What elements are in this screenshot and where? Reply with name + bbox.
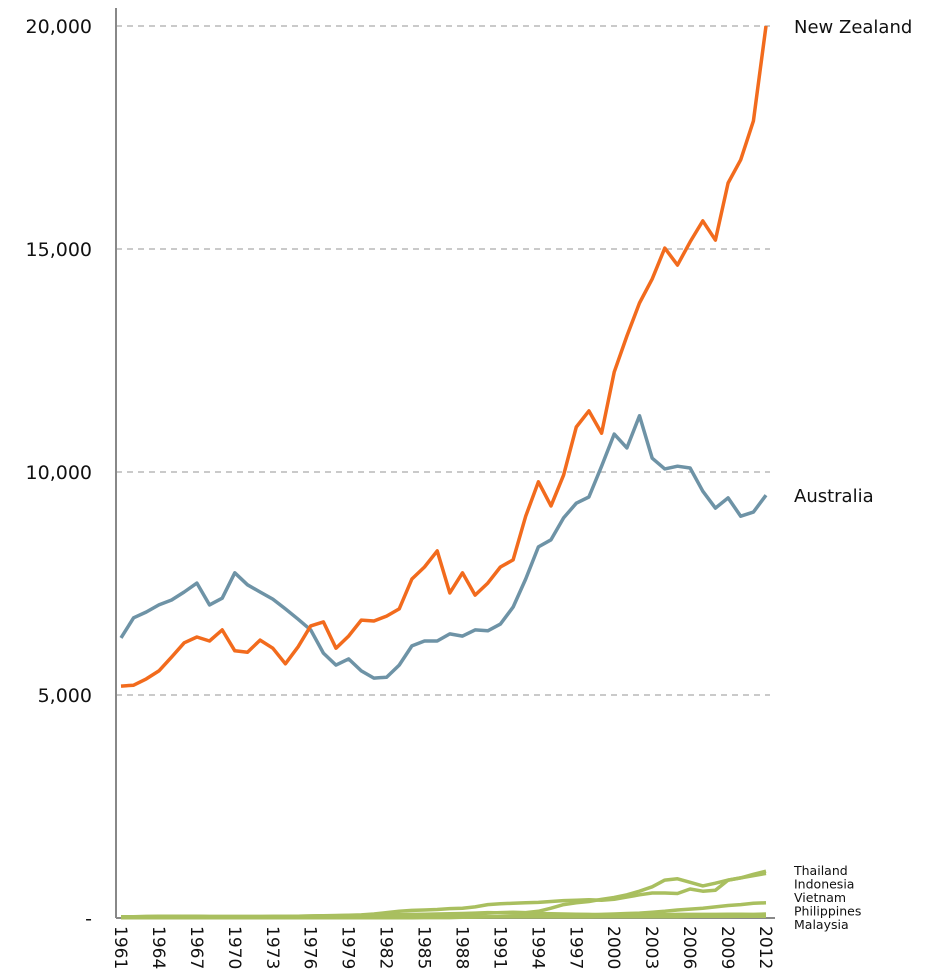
y-tick-label: - <box>85 908 92 930</box>
x-tick-label: 2009 <box>717 926 737 969</box>
x-tick-label: 2003 <box>641 926 661 969</box>
series-label: Indonesia <box>794 877 854 892</box>
series-label: Malaysia <box>794 917 849 932</box>
x-tick-label: 1961 <box>110 926 130 969</box>
series-label: Thailand <box>793 863 848 878</box>
y-tick-label: 5,000 <box>38 685 92 707</box>
x-tick-label: 1994 <box>527 926 547 969</box>
x-tick-label: 1973 <box>262 926 282 969</box>
x-tick-label: 1976 <box>300 926 320 969</box>
y-tick-label: 20,000 <box>26 16 92 38</box>
series-label: New Zealand <box>794 17 912 38</box>
x-tick-label: 2012 <box>755 926 775 969</box>
y-tick-label: 10,000 <box>26 462 92 484</box>
x-tick-label: 1985 <box>414 926 434 969</box>
y-tick-label: 15,000 <box>26 239 92 261</box>
x-tick-label: 1967 <box>186 926 206 969</box>
series-label: Vietnam <box>794 890 846 905</box>
x-tick-label: 1991 <box>489 926 509 969</box>
series-label: Australia <box>794 486 874 507</box>
x-tick-label: 2006 <box>679 926 699 969</box>
x-tick-label: 1964 <box>148 926 168 969</box>
series-line <box>121 869 767 919</box>
x-tick-label: 2000 <box>603 926 623 969</box>
x-tick-label: 1970 <box>224 926 244 969</box>
series-line <box>119 414 768 680</box>
series-line <box>120 25 768 688</box>
x-tick-label: 1982 <box>376 926 396 969</box>
x-tick-label: 1988 <box>451 926 471 969</box>
x-tick-label: 1997 <box>565 926 585 969</box>
x-tick-label: 1979 <box>338 926 358 969</box>
series-label: Philippines <box>794 904 861 919</box>
